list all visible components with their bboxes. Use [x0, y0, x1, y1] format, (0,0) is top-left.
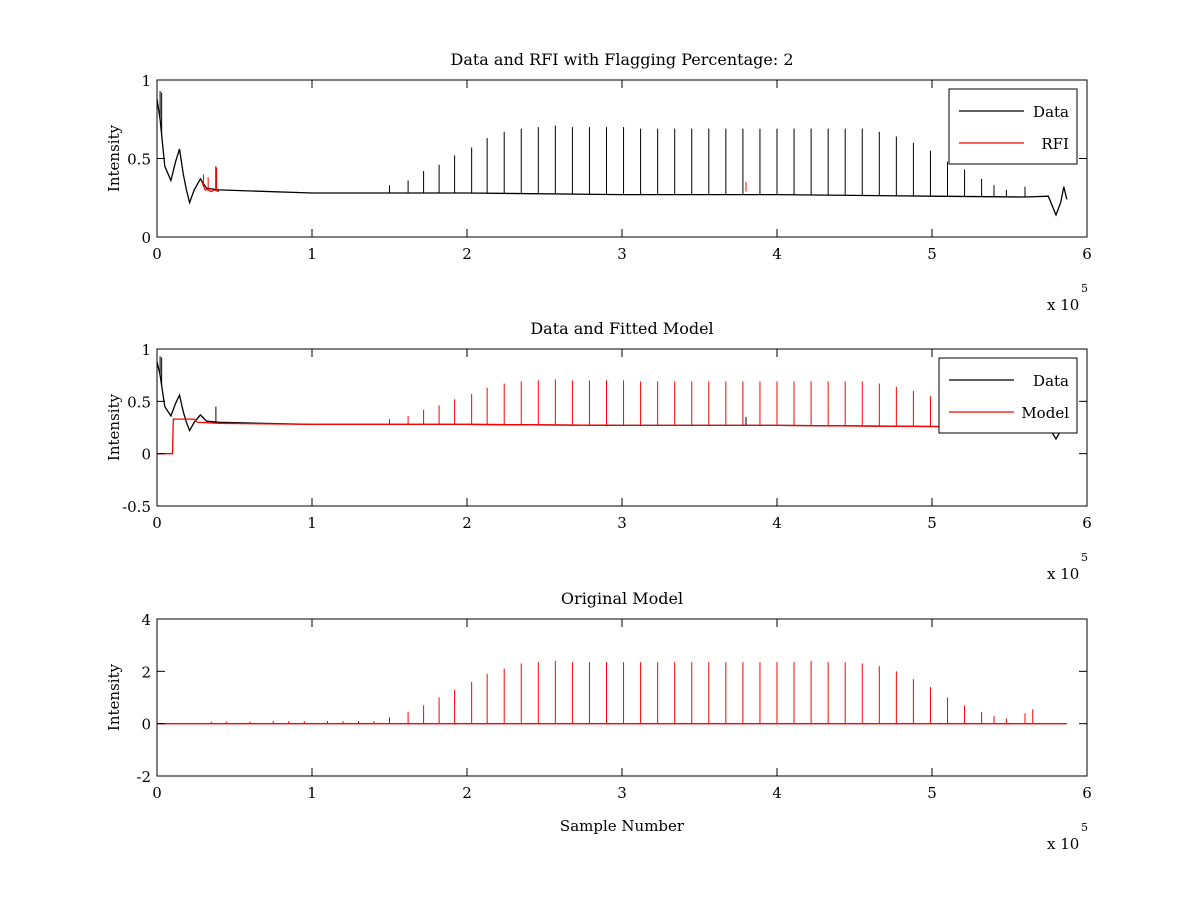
x-tick-label: 1: [307, 514, 317, 532]
legend-label-data: Data: [1033, 372, 1069, 390]
y-tick-label: 0.5: [127, 393, 151, 411]
x-tick-label: 5: [927, 784, 937, 802]
series-line: [157, 418, 1064, 455]
y-tick-label: 0: [141, 446, 151, 464]
x-tick-label: 2: [462, 514, 472, 532]
y-tick-label: 4: [141, 611, 151, 629]
y-tick-label: 2: [141, 663, 151, 681]
series-model: [157, 660, 1067, 725]
legend: Data RFI: [948, 88, 1078, 165]
y-axis-label: Intensity: [105, 393, 123, 461]
chart-title: Data and Fitted Model: [530, 319, 713, 338]
legend-box: [938, 357, 1078, 434]
y-tick-label: 1: [141, 72, 151, 90]
legend-box: [948, 88, 1078, 165]
y-tick-label: -0.5: [122, 498, 151, 516]
x-tick-label: 2: [462, 784, 472, 802]
y-tick-label: 0: [141, 229, 151, 247]
x-exponent-power: 5: [1081, 821, 1088, 834]
series-line: [157, 98, 1068, 217]
x-tick-label: 3: [617, 245, 627, 263]
x-tick-label: 2: [462, 245, 472, 263]
x-exponent-label: x 10: [1047, 296, 1079, 314]
y-tick-label: 0: [141, 716, 151, 734]
x-axis-label: Sample Number: [560, 817, 685, 835]
x-tick-label: 5: [927, 245, 937, 263]
y-tick-label: 1: [141, 341, 151, 359]
x-tick-label: 4: [772, 514, 782, 532]
legend: Data Model: [938, 357, 1078, 434]
chart-title: Original Model: [561, 589, 683, 608]
legend-label-data: Data: [1033, 103, 1069, 121]
y-axis-label: Intensity: [105, 124, 123, 192]
legend-label-rfi: RFI: [1041, 135, 1069, 153]
series-model: [157, 379, 1064, 455]
x-tick-label: 6: [1082, 784, 1092, 802]
x-exponent-label: x 10: [1047, 835, 1079, 853]
x-exponent-power: 5: [1081, 551, 1088, 564]
x-tick-label: 0: [152, 514, 162, 532]
plot-area: [157, 660, 1067, 725]
x-tick-label: 4: [772, 784, 782, 802]
x-exponent-power: 5: [1081, 282, 1088, 295]
x-tick-label: 0: [152, 784, 162, 802]
x-tick-label: 0: [152, 245, 162, 263]
axes-box: [156, 79, 1088, 238]
series-line: [201, 181, 220, 193]
x-tick-label: 3: [617, 514, 627, 532]
chart-title: Data and RFI with Flagging Percentage: 2: [450, 50, 793, 69]
x-tick-label: 6: [1082, 245, 1092, 263]
x-tick-label: 4: [772, 245, 782, 263]
y-tick-label: -2: [136, 768, 151, 786]
y-tick-label: 0.5: [127, 151, 151, 169]
x-tick-label: 1: [307, 784, 317, 802]
x-tick-label: 6: [1082, 514, 1092, 532]
series-rfi: [201, 167, 747, 193]
series-data: [157, 90, 1068, 217]
x-exponent-label: x 10: [1047, 565, 1079, 583]
y-axis-label: Intensity: [105, 663, 123, 731]
plot-area: [157, 356, 1068, 455]
x-tick-label: 3: [617, 784, 627, 802]
chart-panel-1: Data and RFI with Flagging Percentage: 2…: [105, 50, 1092, 314]
plot-area: [157, 90, 1068, 217]
legend-label-model: Model: [1021, 404, 1069, 422]
x-tick-label: 1: [307, 245, 317, 263]
x-tick-label: 5: [927, 514, 937, 532]
